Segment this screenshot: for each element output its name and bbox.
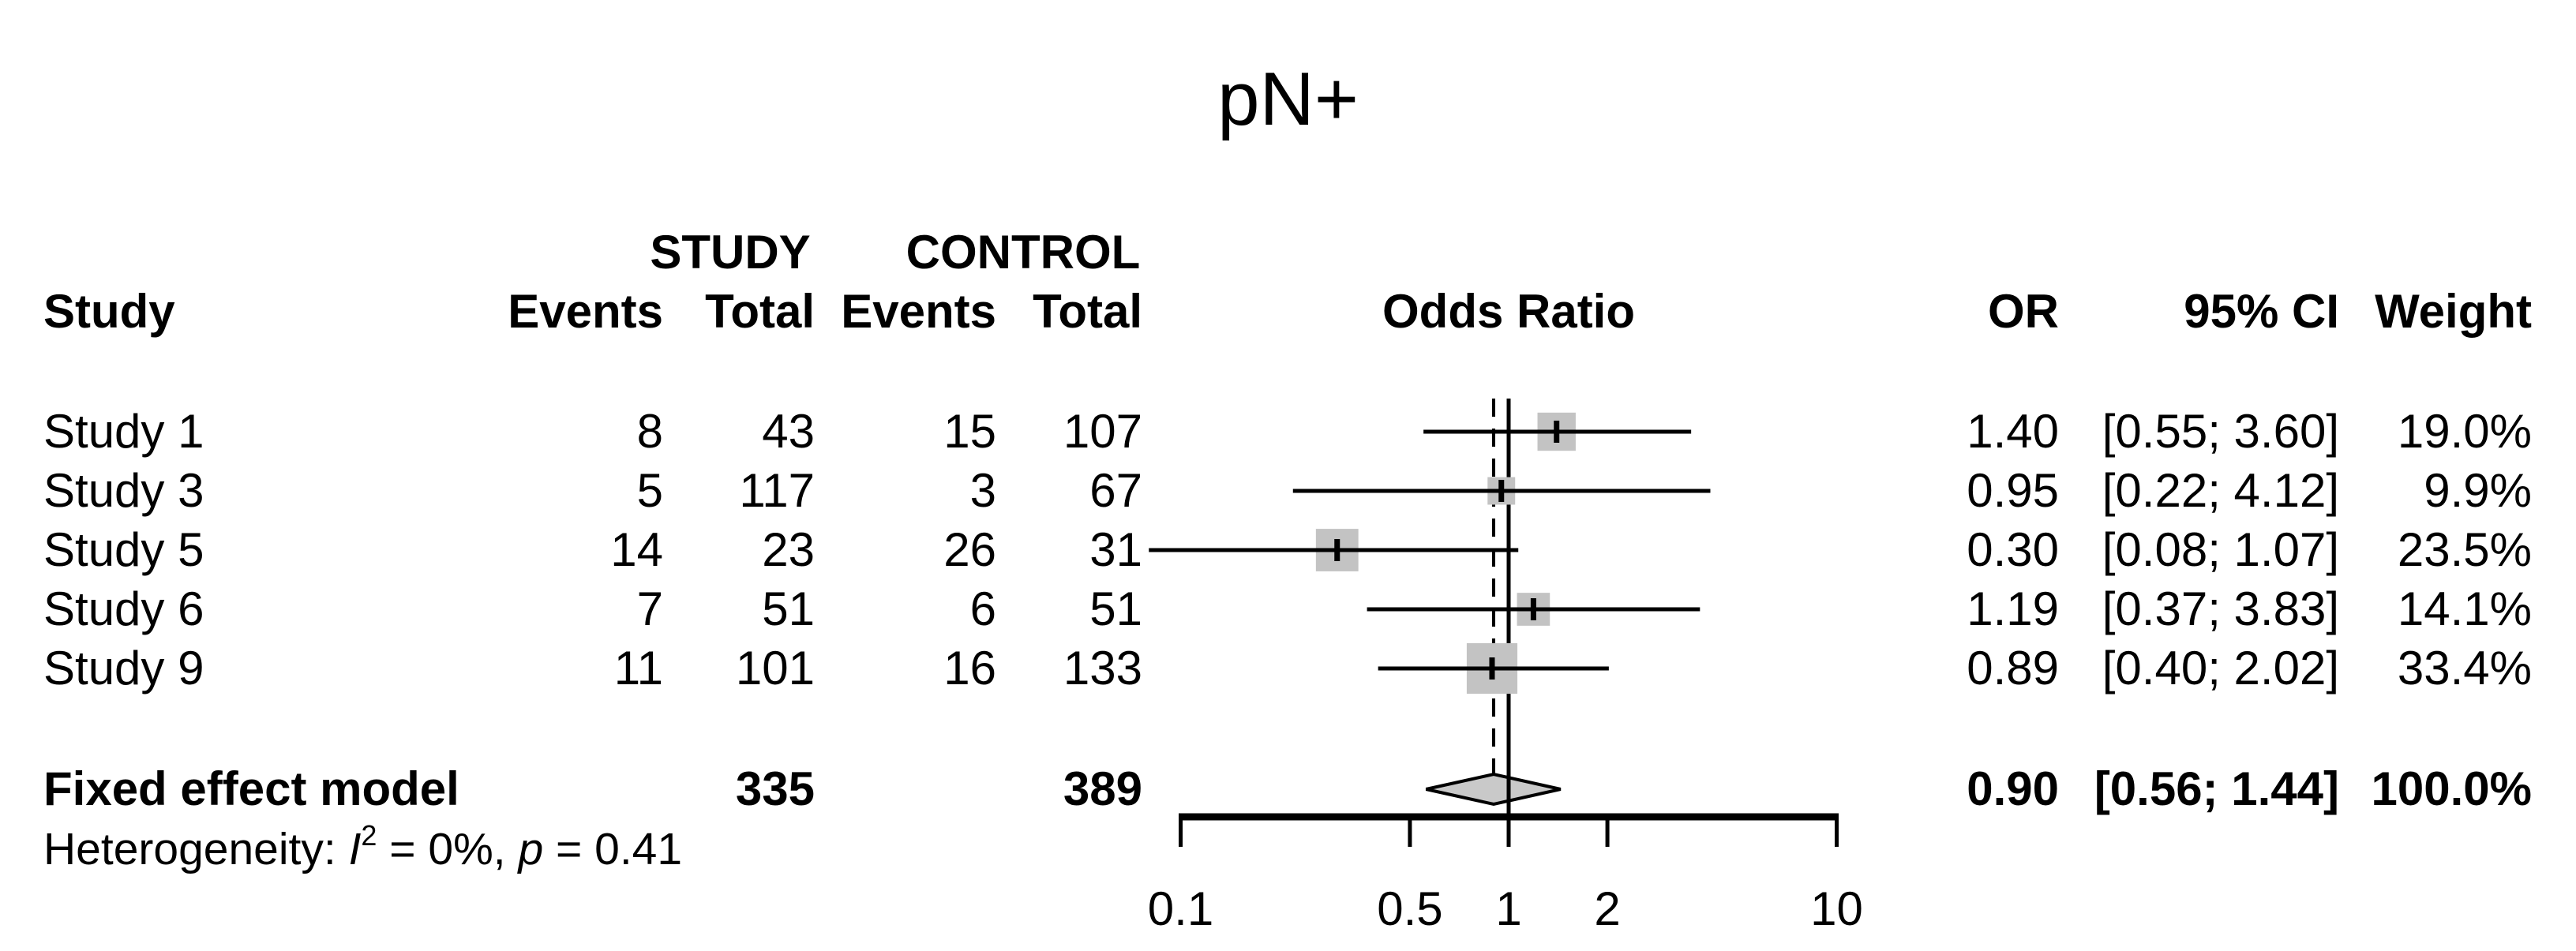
ci-cell: [0.22; 4.12] <box>2102 464 2339 517</box>
heterogeneity-prefix: Heterogeneity: <box>43 824 349 874</box>
column-header-total-study: Total <box>705 285 815 338</box>
column-header-total-control: Total <box>1033 285 1142 338</box>
heterogeneity-p-symbol: p <box>518 824 544 874</box>
total-control-cell: 133 <box>1063 642 1142 695</box>
column-header-study: Study <box>43 285 175 338</box>
weight-cell: 33.4% <box>2397 642 2532 695</box>
heterogeneity-i-value: = 0%, <box>377 824 519 874</box>
or-cell: 0.95 <box>1967 464 2059 517</box>
study-row: Study 9 11 101 16 133 0.89 [0.40; 2.02] 33.4% <box>0 638 2576 698</box>
events-study-cell: 5 <box>636 464 663 517</box>
events-control-cell: 26 <box>943 523 996 576</box>
total-control-cell: 107 <box>1063 405 1142 458</box>
events-study-cell: 8 <box>636 405 663 458</box>
column-header-events-study: Events <box>508 285 663 338</box>
heterogeneity-i-symbol: I <box>348 824 362 874</box>
study-label: Study 5 <box>43 523 204 576</box>
weight-cell: 19.0% <box>2397 405 2532 458</box>
weight-cell: 9.9% <box>2424 464 2532 517</box>
summary-weight-value: 100.0% <box>2371 762 2533 815</box>
study-row: Study 5 14 23 26 31 0.30 [0.08; 1.07] 23.5% <box>0 520 2576 580</box>
summary-total-study: 335 <box>735 762 815 815</box>
total-study-cell: 101 <box>735 642 815 695</box>
heterogeneity-i-superscript: 2 <box>361 819 377 852</box>
group-header-study: STUDY <box>650 226 811 279</box>
ci-cell: [0.55; 3.60] <box>2102 405 2339 458</box>
or-cell: 1.19 <box>1967 582 2059 635</box>
study-row: Study 6 7 51 6 51 1.19 [0.37; 3.83] 14.1% <box>0 579 2576 639</box>
study-label: Study 9 <box>43 642 204 695</box>
point-estimate-marker <box>1554 421 1560 443</box>
total-control-cell: 31 <box>1089 523 1142 576</box>
ci-cell: [0.40; 2.02] <box>2102 642 2339 695</box>
study-row: Study 1 8 43 15 107 1.40 [0.55; 3.60] 19.0% <box>0 402 2576 462</box>
total-study-cell: 43 <box>762 405 815 458</box>
axis-tick-label: 2 <box>1594 882 1620 935</box>
study-label: Study 6 <box>43 582 204 635</box>
summary-diamond <box>1425 772 1562 807</box>
column-header-ci: 95% CI <box>2184 285 2339 338</box>
or-cell: 0.89 <box>1967 642 2059 695</box>
axis-tick-label: 0.1 <box>1148 882 1213 935</box>
point-estimate-marker <box>1334 539 1340 561</box>
events-control-cell: 15 <box>943 405 996 458</box>
or-cell: 0.30 <box>1967 523 2059 576</box>
events-study-cell: 14 <box>610 523 663 576</box>
page-title: pN+ <box>1217 57 1359 141</box>
column-header-weight: Weight <box>2375 285 2532 338</box>
group-header-control: CONTROL <box>906 226 1141 279</box>
axis-tick-label: 1 <box>1495 882 1521 935</box>
ci-cell: [0.37; 3.83] <box>2102 582 2339 635</box>
total-study-cell: 117 <box>739 464 815 517</box>
point-estimate-marker <box>1489 657 1495 680</box>
total-study-cell: 51 <box>762 582 815 635</box>
heterogeneity-p-value: = 0.41 <box>543 824 683 874</box>
weight-cell: 14.1% <box>2397 582 2532 635</box>
axis-tick-label: 10 <box>1810 882 1863 935</box>
summary-ci-value: [0.56; 1.44] <box>2094 762 2339 815</box>
study-label: Study 1 <box>43 405 204 458</box>
summary-label: Fixed effect model <box>43 762 459 815</box>
events-control-cell: 6 <box>969 582 996 635</box>
axis-tick-label: 0.5 <box>1377 882 1442 935</box>
column-header-events-control: Events <box>841 285 996 338</box>
events-control-cell: 3 <box>969 464 996 517</box>
point-estimate-marker <box>1530 598 1536 620</box>
events-control-cell: 16 <box>943 642 996 695</box>
column-header-row: Study Events Total Events Total Odds Rat… <box>0 282 2576 342</box>
summary-or-value: 0.90 <box>1967 762 2059 815</box>
study-row: Study 3 5 117 3 67 0.95 [0.22; 4.12] 9.9% <box>0 461 2576 521</box>
point-estimate-marker <box>1498 480 1505 502</box>
total-control-cell: 51 <box>1089 582 1142 635</box>
events-study-cell: 11 <box>613 642 663 695</box>
study-label: Study 3 <box>43 464 204 517</box>
total-study-cell: 23 <box>762 523 815 576</box>
heterogeneity-note: Heterogeneity: I2 = 0%, p = 0.41 <box>43 822 683 875</box>
summary-row: Fixed effect model 335 389 0.90 [0.56; 1… <box>0 759 2576 819</box>
total-control-cell: 67 <box>1089 464 1142 517</box>
column-header-odds-ratio: Odds Ratio <box>1382 285 1636 338</box>
events-study-cell: 7 <box>636 582 663 635</box>
ci-cell: [0.08; 1.07] <box>2102 523 2339 576</box>
or-cell: 1.40 <box>1967 405 2059 458</box>
column-header-or: OR <box>1988 285 2059 338</box>
weight-cell: 23.5% <box>2397 523 2532 576</box>
summary-total-control: 389 <box>1063 762 1142 815</box>
